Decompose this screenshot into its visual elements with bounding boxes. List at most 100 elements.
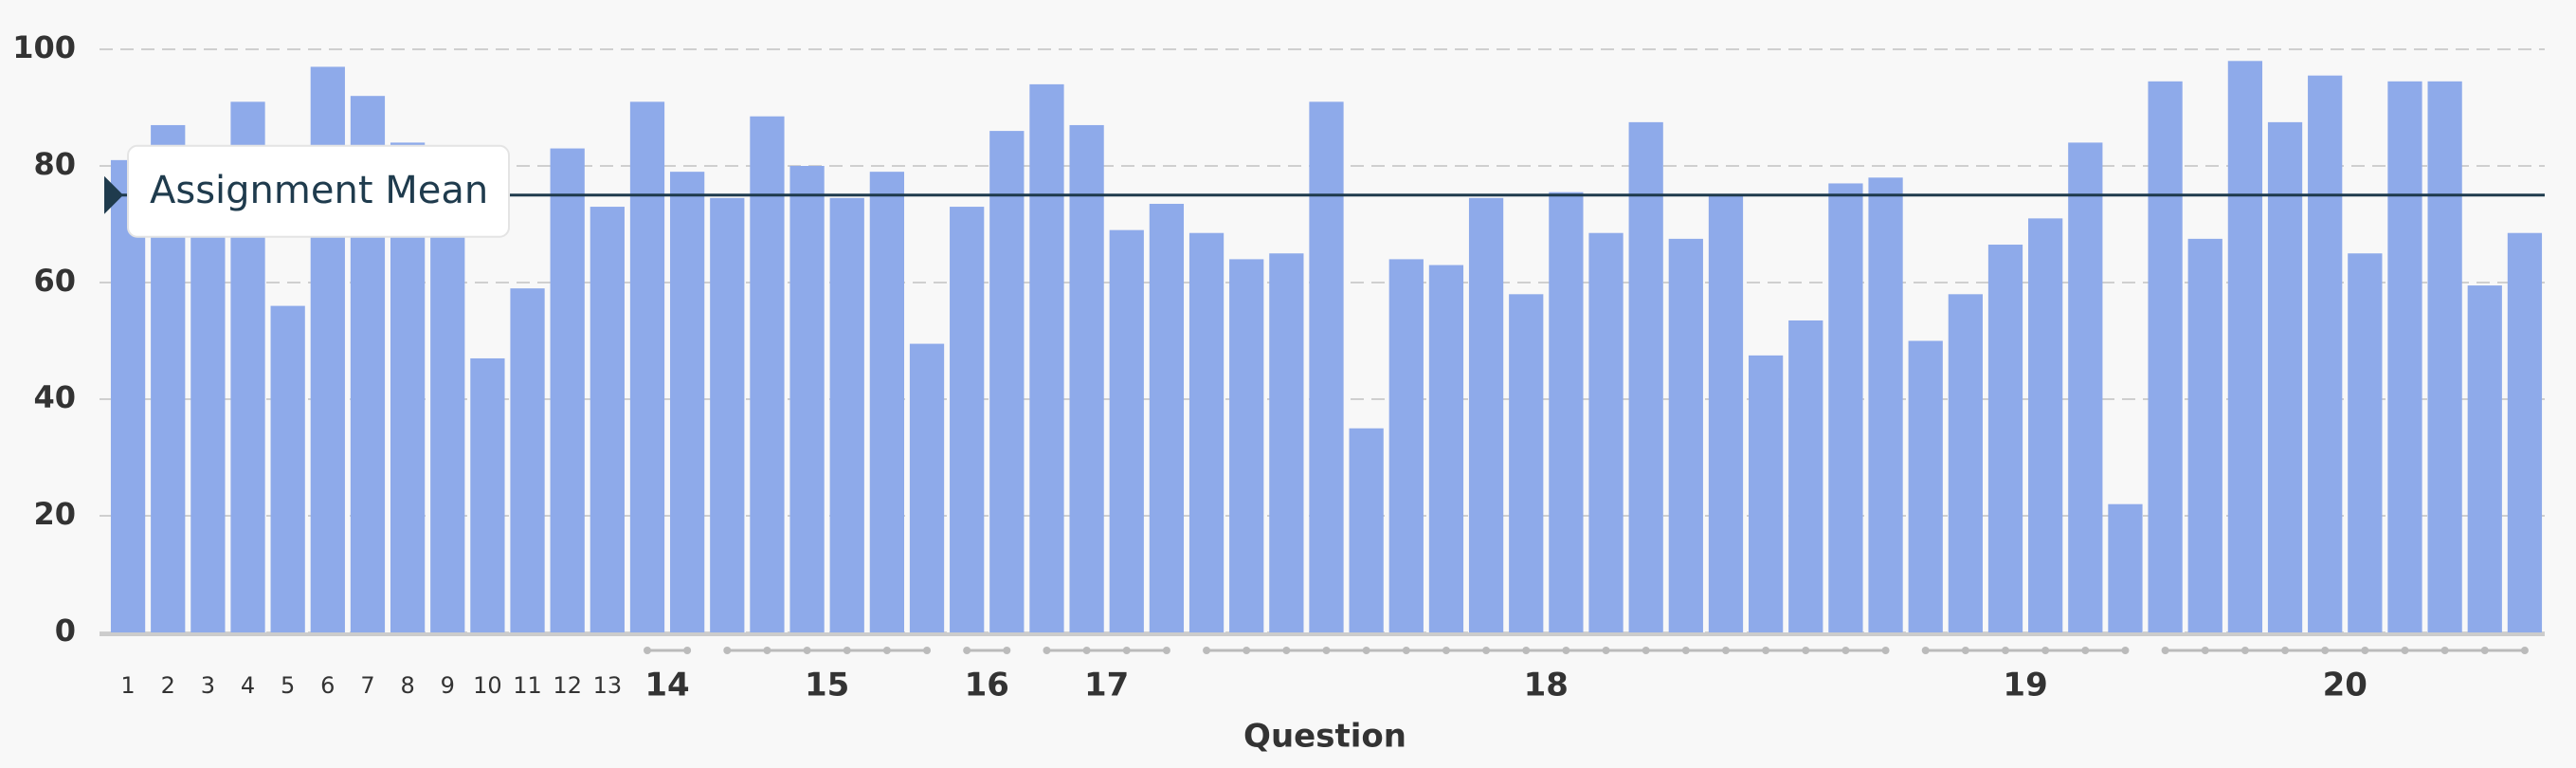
bar	[1229, 259, 1264, 632]
group-dot	[2281, 647, 2290, 654]
group-dot	[1881, 647, 1890, 654]
x-tick-label: 1	[120, 672, 135, 699]
bar	[1188, 232, 1225, 632]
bar	[670, 172, 705, 632]
bar	[1948, 294, 1983, 632]
group-dot	[2081, 647, 2090, 654]
bar	[2427, 81, 2462, 632]
bar	[1987, 245, 2023, 632]
group-dot	[1243, 647, 1251, 654]
group-dot	[2002, 647, 2010, 654]
bar	[2068, 142, 2103, 632]
group-dot	[2161, 647, 2169, 654]
x-tick-label: 15	[805, 667, 849, 704]
group-dot	[1362, 647, 1370, 654]
group-dot	[2401, 647, 2409, 654]
bar	[1628, 121, 1663, 632]
bar	[1908, 340, 1943, 632]
group-dot	[1482, 647, 1491, 654]
bar	[2308, 75, 2343, 633]
bar	[989, 131, 1025, 633]
bar	[1708, 194, 1744, 632]
bar	[110, 159, 146, 632]
x-axis-title: Question	[1243, 718, 1406, 756]
group-dot	[2480, 647, 2489, 654]
bar	[270, 305, 305, 632]
group-dot	[923, 647, 932, 654]
bar	[789, 166, 825, 632]
bar	[1388, 259, 1424, 632]
bar	[1349, 428, 1384, 632]
group-dot	[1841, 647, 1850, 654]
bar	[510, 288, 545, 632]
x-tick-label: 12	[553, 672, 582, 699]
group-dot	[1442, 647, 1450, 654]
x-tick-label: 17	[1084, 667, 1129, 704]
group-dot	[2321, 647, 2330, 654]
group-dot	[763, 647, 771, 654]
group-dot	[1681, 647, 1690, 654]
group-dot	[1162, 647, 1170, 654]
mean-marker	[104, 175, 123, 214]
y-tick-label: 20	[33, 496, 76, 532]
bar	[2348, 253, 2383, 632]
bar	[2028, 218, 2063, 632]
bar	[430, 177, 465, 633]
group-dot	[2361, 647, 2369, 654]
group-dot	[2041, 647, 2050, 654]
group-dot	[2440, 647, 2449, 654]
bar	[2507, 232, 2543, 632]
x-tick-label: 3	[201, 672, 215, 699]
x-tick-label: 9	[441, 672, 455, 699]
group-dot	[843, 647, 851, 654]
y-tick-label: 100	[12, 29, 76, 65]
bar	[1309, 101, 1344, 633]
mean-label: Assignment Mean	[150, 169, 488, 212]
bar	[1828, 183, 1863, 632]
group-dot	[963, 647, 971, 654]
bar	[909, 343, 945, 632]
x-tick-label: 7	[360, 672, 374, 699]
group-dot	[1961, 647, 1969, 654]
x-tick-label: 19	[2003, 667, 2047, 704]
bar	[710, 197, 745, 632]
group-dot	[2121, 647, 2130, 654]
x-tick-label: 4	[241, 672, 255, 699]
group-dot	[1721, 647, 1730, 654]
group-dot	[643, 647, 651, 654]
bar	[1468, 197, 1504, 632]
group-dot	[1762, 647, 1770, 654]
bar	[2148, 81, 2183, 632]
group-dot	[1322, 647, 1331, 654]
bar	[869, 172, 905, 632]
x-tick-label: 11	[513, 672, 542, 699]
bar	[1509, 294, 1544, 632]
x-tick-label: 14	[644, 667, 689, 704]
bar	[1549, 192, 1584, 633]
bar	[1029, 83, 1064, 632]
group-dot	[683, 647, 692, 654]
group-dot	[1043, 647, 1051, 654]
bar	[1069, 124, 1104, 632]
bar	[950, 207, 985, 633]
bar	[550, 148, 585, 633]
bar	[1149, 203, 1185, 632]
group-dot	[1802, 647, 1810, 654]
mean-label-box	[127, 144, 510, 238]
bar	[1428, 265, 1464, 632]
bar	[2467, 285, 2502, 632]
y-tick-label: 80	[33, 146, 76, 182]
group-dot	[1642, 647, 1650, 654]
x-tick-label: 10	[473, 672, 502, 699]
bar	[2387, 81, 2422, 632]
group-dot	[723, 647, 732, 654]
x-tick-label: 8	[400, 672, 414, 699]
bar	[1269, 253, 1304, 632]
bar	[470, 357, 505, 632]
bar	[1588, 232, 1624, 632]
bar	[1788, 320, 1823, 632]
x-tick-label: 20	[2323, 667, 2367, 704]
bar	[2108, 503, 2143, 632]
bar	[750, 116, 785, 633]
